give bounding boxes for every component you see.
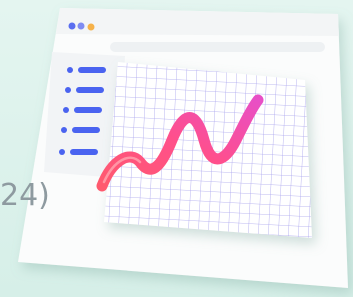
item-bar [72,127,100,133]
item-dot [65,87,71,93]
item-bar [76,87,104,93]
item-bar [74,107,102,113]
item-bar [78,67,106,73]
illustration: 24) [0,0,353,297]
item-dot [59,149,65,155]
window-dot [78,23,85,30]
item-bar [70,149,98,155]
address-bar [110,42,325,52]
item-dot [63,107,69,113]
item-dot [61,127,67,133]
window-dot [69,23,76,30]
caption-fragment: 24) [0,178,50,213]
item-dot [67,67,73,73]
page: 24) (() => { const data = JSON.parse(doc… [0,0,353,297]
window-dot [88,24,95,31]
